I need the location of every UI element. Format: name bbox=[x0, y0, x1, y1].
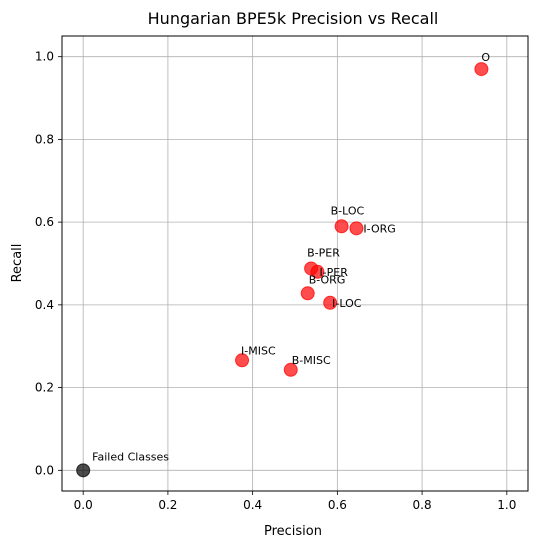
x-tick-label: 0.0 bbox=[74, 498, 93, 512]
x-axis-label: Precision bbox=[264, 524, 322, 539]
data-point bbox=[349, 221, 364, 236]
x-tick-label: 0.2 bbox=[158, 498, 177, 512]
data-point bbox=[283, 362, 298, 377]
y-tick-label: 0.8 bbox=[35, 132, 54, 146]
data-point bbox=[300, 286, 315, 301]
point-label: I-PER bbox=[319, 266, 348, 279]
plot-frame bbox=[61, 35, 529, 492]
y-tick-label: 0.6 bbox=[35, 215, 54, 229]
point-label: O bbox=[481, 51, 490, 64]
x-tick-label: 0.8 bbox=[413, 498, 432, 512]
chart-title: Hungarian BPE5k Precision vs Recall bbox=[148, 9, 439, 28]
axis-ticks: 0.0 0.2 0.4 0.6 0.8 1.0 0.0 0.2 0.4 0.6 0.8 1.0 bbox=[35, 50, 516, 512]
data-point bbox=[323, 295, 338, 310]
data-point bbox=[310, 264, 325, 279]
y-axis-label: Recall bbox=[10, 244, 25, 283]
grid-lines bbox=[62, 36, 528, 491]
data-point bbox=[76, 463, 91, 478]
y-tick-label: 0.0 bbox=[35, 463, 54, 477]
point-label: I-MISC bbox=[241, 344, 276, 357]
x-tick-label: 1.0 bbox=[497, 498, 516, 512]
data-point bbox=[334, 219, 349, 234]
data-point bbox=[235, 353, 250, 368]
point-label: B-MISC bbox=[292, 354, 331, 367]
data-point bbox=[474, 62, 489, 77]
point-label: I-LOC bbox=[332, 297, 362, 310]
point-label: Failed Classes bbox=[92, 450, 169, 463]
y-tick-label: 1.0 bbox=[35, 50, 54, 64]
y-tick-label: 0.4 bbox=[35, 298, 54, 312]
x-tick-label: 0.4 bbox=[243, 498, 262, 512]
point-label: B-ORG bbox=[309, 273, 346, 286]
x-tick-label: 0.6 bbox=[328, 498, 347, 512]
data-points bbox=[76, 62, 489, 478]
y-tick-label: 0.2 bbox=[35, 381, 54, 395]
point-label: B-LOC bbox=[331, 204, 365, 217]
point-label: B-PER bbox=[307, 246, 340, 259]
point-label: I-ORG bbox=[363, 222, 395, 235]
